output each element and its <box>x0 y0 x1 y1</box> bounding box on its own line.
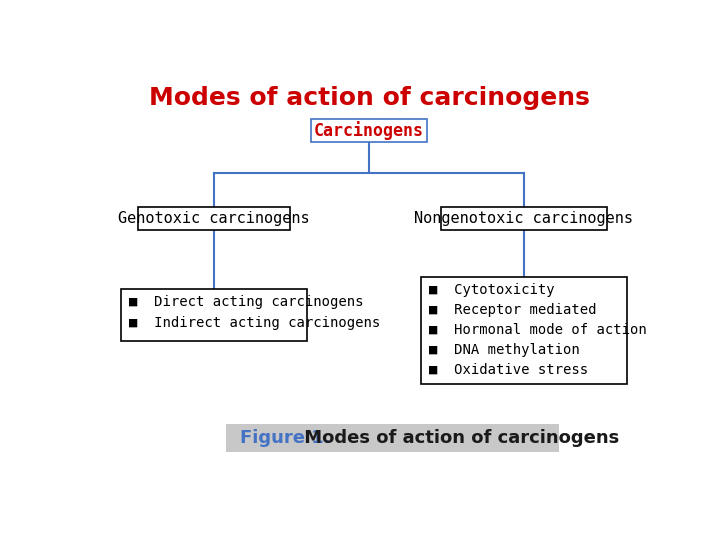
FancyBboxPatch shape <box>311 119 427 142</box>
Text: Modes of action of carcinogens: Modes of action of carcinogens <box>297 429 619 447</box>
FancyBboxPatch shape <box>421 276 626 384</box>
Text: Nongenotoxic carcinogens: Nongenotoxic carcinogens <box>415 211 634 226</box>
FancyBboxPatch shape <box>225 424 559 452</box>
FancyBboxPatch shape <box>441 207 607 231</box>
Text: Carcinogens: Carcinogens <box>314 121 424 140</box>
Text: Genotoxic carcinogens: Genotoxic carcinogens <box>118 211 310 226</box>
Text: Modes of action of carcinogens: Modes of action of carcinogens <box>148 85 590 110</box>
Text: ■  Direct acting carcinogens
■  Indirect acting carcinogens: ■ Direct acting carcinogens ■ Indirect a… <box>129 295 380 329</box>
Text: Figure 1.: Figure 1. <box>240 429 330 447</box>
FancyBboxPatch shape <box>121 289 307 341</box>
FancyBboxPatch shape <box>138 207 289 231</box>
Text: ■  Cytotoxicity
■  Receptor mediated
■  Hormonal mode of action
■  DNA methylati: ■ Cytotoxicity ■ Receptor mediated ■ Hor… <box>429 283 647 377</box>
